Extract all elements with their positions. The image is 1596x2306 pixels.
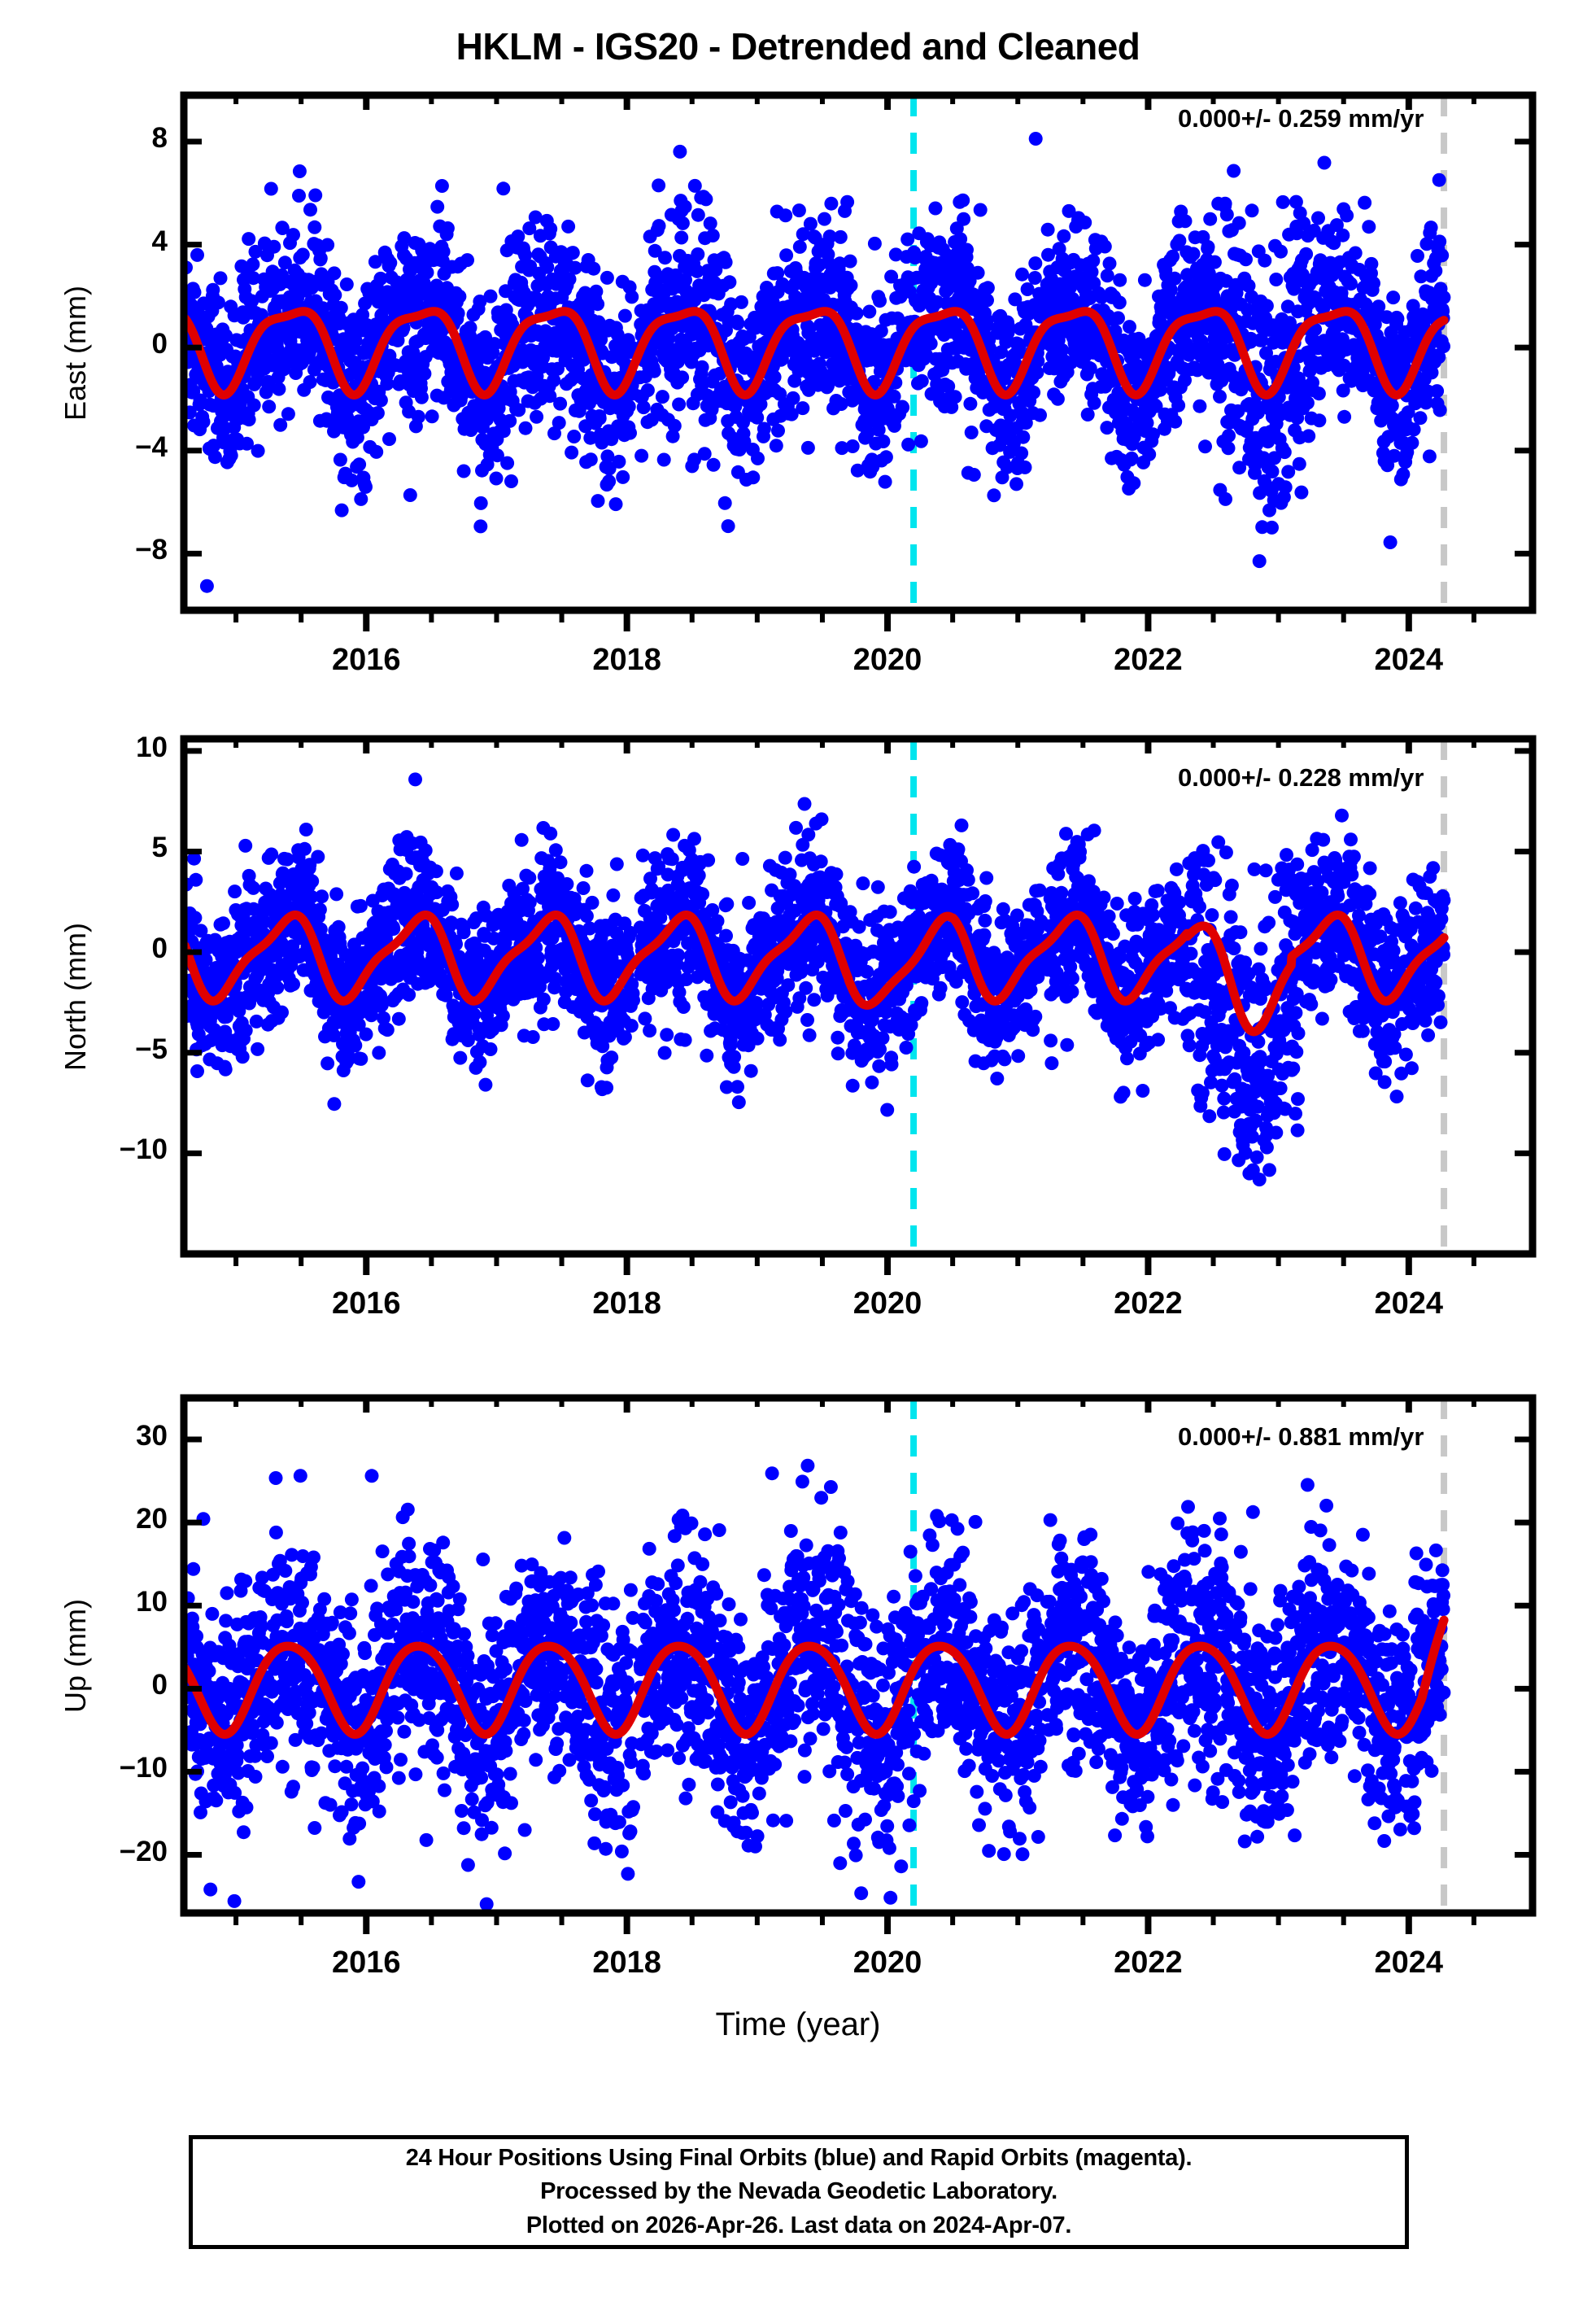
footer-line-1: 24 Hour Positions Using Final Orbits (bl…	[405, 2145, 1193, 2172]
x-tick-label: 2022	[1114, 643, 1183, 677]
y-tick-label: 4	[151, 225, 168, 257]
x-tick-label: 2018	[592, 1286, 661, 1321]
x-tick-label: 2024	[1374, 1946, 1444, 1980]
y-tick-label: 5	[151, 832, 168, 864]
y-tick-label: −4	[135, 430, 168, 463]
y-tick-label: 10	[136, 731, 168, 763]
x-tick-label: 2016	[331, 1946, 401, 1980]
x-tick-label: 2024	[1374, 643, 1444, 677]
x-tick-label: 2016	[331, 1286, 401, 1321]
x-tick-label: 2018	[592, 643, 661, 677]
footer-caption-box: 24 Hour Positions Using Final Orbits (bl…	[189, 2135, 1409, 2249]
y-tick-label: 0	[151, 1669, 168, 1701]
x-tick-label: 2024	[1374, 1286, 1444, 1321]
y-tick-label: 20	[136, 1503, 168, 1535]
y-tick-label: −10	[119, 1752, 168, 1784]
x-tick-label: 2022	[1114, 1286, 1183, 1321]
y-tick-label: −5	[135, 1033, 168, 1065]
y-tick-label: 10	[136, 1586, 168, 1618]
x-tick-label: 2018	[592, 1946, 661, 1980]
y-tick-label: 30	[136, 1420, 168, 1452]
y-tick-label: −8	[135, 534, 168, 566]
rate-annotation-up: 0.000+/- 0.881 mm/yr	[1178, 1422, 1424, 1451]
y-tick-label: 8	[151, 121, 168, 154]
x-axis-label: Time (year)	[715, 2007, 881, 2042]
y-tick-label: 0	[151, 932, 168, 965]
figure-title: HKLM - IGS20 - Detrended and Cleaned	[456, 25, 1140, 68]
rate-annotation-north: 0.000+/- 0.228 mm/yr	[1178, 763, 1424, 792]
x-tick-label: 2016	[331, 643, 401, 677]
y-tick-label: 0	[151, 328, 168, 360]
y-tick-label: −20	[119, 1835, 168, 1867]
rate-annotation-east: 0.000+/- 0.259 mm/yr	[1178, 104, 1424, 133]
footer-line-2: Processed by the Nevada Geodetic Laborat…	[540, 2178, 1057, 2205]
x-tick-label: 2020	[853, 643, 922, 677]
y-tick-label: −10	[119, 1133, 168, 1166]
x-tick-label: 2020	[853, 1946, 922, 1980]
x-tick-label: 2022	[1114, 1946, 1183, 1980]
footer-line-3: Plotted on 2026-Apr-26. Last data on 202…	[525, 2212, 1072, 2238]
x-tick-label: 2020	[853, 1286, 922, 1321]
